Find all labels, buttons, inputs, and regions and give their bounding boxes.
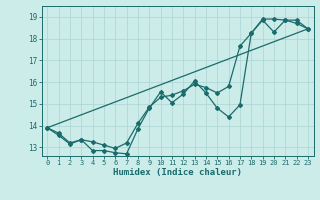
- X-axis label: Humidex (Indice chaleur): Humidex (Indice chaleur): [113, 168, 242, 177]
